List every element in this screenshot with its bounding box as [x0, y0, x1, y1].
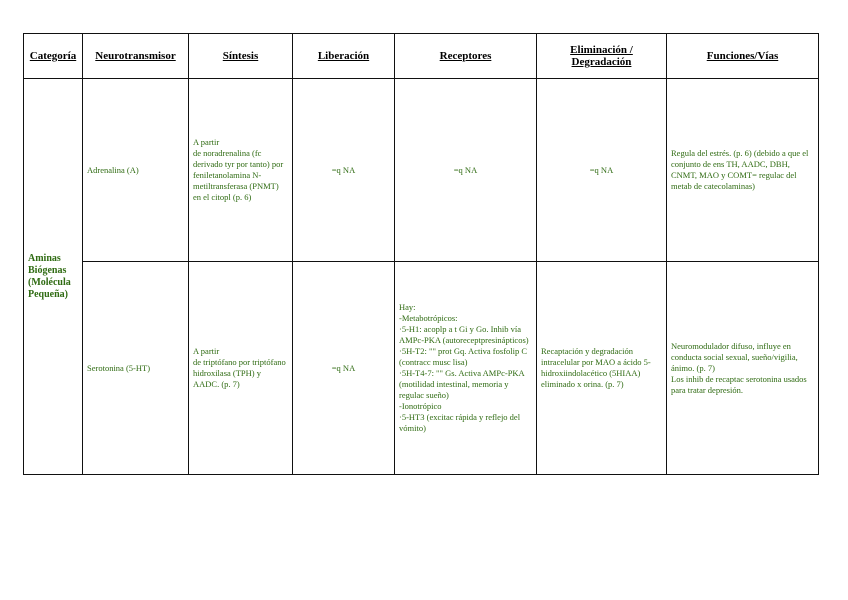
liberacion-cell: =q NA [292, 261, 395, 475]
funciones-cell: Regula del estrés. (p. 6) (debido a que … [666, 78, 819, 262]
neurotransmisor-cell: Serotonina (5-HT) [82, 261, 189, 475]
category-cell: Aminas Biógenas (Molécula Pequeña) [23, 78, 83, 475]
table-row: Serotonina (5-HT) A partir de triptófano… [24, 261, 819, 475]
eliminacion-cell: Recaptación y degradación intracelular p… [536, 261, 667, 475]
neurotransmitter-table: Categoría Neurotransmisor Síntesis Liber… [23, 33, 819, 475]
header-funciones: Funciones/Vías [666, 33, 819, 79]
neurotransmisor-cell: Adrenalina (A) [82, 78, 189, 262]
header-liberacion: Liberación [292, 33, 395, 79]
table-header-row: Categoría Neurotransmisor Síntesis Liber… [23, 33, 819, 79]
header-categoria: Categoría [23, 33, 83, 79]
receptores-cell: Hay: -Metabotrópicos: ·5-H1: acoplp a t … [394, 261, 537, 475]
header-eliminacion: Eliminación / Degradación [536, 33, 667, 79]
funciones-cell: Neuromodulador difuso, influye en conduc… [666, 261, 819, 475]
receptores-cell: =q NA [394, 78, 537, 262]
header-neurotransmisor: Neurotransmisor [82, 33, 189, 79]
sintesis-cell: A partir de triptófano por triptófano hi… [188, 261, 293, 475]
header-receptores: Receptores [394, 33, 537, 79]
header-sintesis: Síntesis [188, 33, 293, 79]
eliminacion-cell: =q NA [536, 78, 667, 262]
liberacion-cell: =q NA [292, 78, 395, 262]
sintesis-cell: A partir de noradrenalina (fc derivado t… [188, 78, 293, 262]
document-page: Categoría Neurotransmisor Síntesis Liber… [23, 33, 819, 475]
table-row: Aminas Biógenas (Molécula Pequeña) Adren… [23, 78, 819, 475]
